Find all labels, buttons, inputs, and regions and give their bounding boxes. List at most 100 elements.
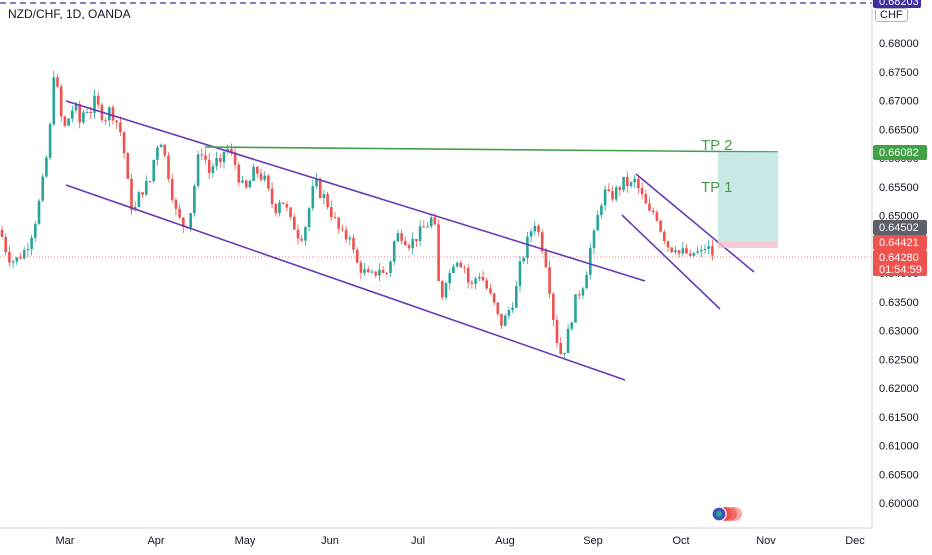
target-zone[interactable] <box>718 152 778 242</box>
candle-body <box>359 262 363 273</box>
candle-body <box>563 353 566 355</box>
last-price-text: 0.64280 <box>879 252 919 264</box>
candle-body <box>219 158 222 162</box>
candle-body <box>22 250 26 259</box>
candle-body <box>226 148 229 152</box>
candle-body <box>574 294 577 323</box>
time-tick-label: Jun <box>321 535 339 547</box>
countdown-text: 01:54:59 <box>879 264 922 276</box>
channel-upper-line[interactable] <box>65 100 646 282</box>
stop-zone[interactable] <box>718 242 778 248</box>
time-tick-label: Mar <box>56 535 75 547</box>
right-channel-lower-line[interactable] <box>621 214 721 310</box>
candle-body <box>418 226 422 242</box>
candle-body <box>648 203 651 211</box>
candle-body <box>322 194 326 198</box>
candle-body <box>600 205 603 216</box>
candle-body <box>89 111 93 114</box>
top-marker-text: 0.68203 <box>879 0 919 8</box>
candle-body <box>503 315 507 326</box>
candle-body <box>207 159 211 174</box>
candle-body <box>692 252 696 256</box>
news-stack-icon[interactable] <box>711 506 742 522</box>
candle-body <box>533 225 537 232</box>
candle-body <box>96 95 100 105</box>
candle-body <box>130 178 133 211</box>
candle-body <box>274 204 278 214</box>
price-tick-label: 0.66500 <box>879 124 919 136</box>
candle-body <box>663 231 666 242</box>
candle-body <box>248 180 252 188</box>
time-axis[interactable]: Mar Apr May Jun Jul Aug Sep Oct Nov Dec <box>56 535 866 547</box>
candle-body <box>59 86 63 117</box>
candle-body <box>552 293 555 321</box>
candle-body <box>515 285 518 308</box>
candle-body <box>200 154 204 156</box>
candle-body <box>681 248 685 254</box>
price-tick-label: 0.62500 <box>879 354 919 366</box>
top-marker-tag <box>873 0 921 8</box>
candle-body <box>304 227 307 241</box>
candle-body <box>296 229 300 239</box>
candle-body <box>400 233 403 241</box>
candle-body <box>614 187 618 200</box>
candle-body <box>222 151 226 162</box>
candle-body <box>211 166 215 174</box>
candle-body <box>241 180 244 183</box>
candle-body <box>485 280 488 289</box>
candle-body <box>330 207 333 218</box>
candle-body <box>415 238 418 242</box>
channel-lower-line[interactable] <box>65 184 626 381</box>
right-channel-upper-line[interactable] <box>635 173 755 273</box>
candle-body <box>193 185 196 214</box>
candle-body <box>163 144 167 156</box>
candle-body <box>422 226 426 228</box>
candle-body <box>278 202 281 214</box>
candle-body <box>544 251 548 268</box>
candle-body <box>441 281 444 298</box>
candle-body <box>182 217 185 227</box>
candle-body <box>293 216 296 230</box>
tp2-target-line[interactable] <box>204 146 779 153</box>
time-tick-label: Sep <box>583 535 603 547</box>
candle-body <box>474 278 477 284</box>
candle-body <box>26 249 30 251</box>
candle-body <box>318 178 322 198</box>
candle-body <box>511 307 514 311</box>
tp2-label: TP 2 <box>701 137 732 154</box>
candle-body <box>677 250 681 254</box>
price-tick-label: 0.61500 <box>879 412 919 424</box>
candle-body <box>696 251 699 253</box>
candle-body <box>518 261 522 286</box>
candle-body <box>333 217 337 219</box>
candle-body <box>348 237 352 240</box>
symbol-title[interactable]: NZD/CHF, 1D, OANDA <box>8 7 131 21</box>
candle-body <box>685 248 688 254</box>
candle-body <box>548 267 551 294</box>
currency-badge[interactable]: CHF <box>875 8 908 22</box>
candle-body <box>170 179 174 200</box>
candle-body <box>385 272 389 274</box>
candle-body <box>489 288 492 294</box>
time-tick-label: Apr <box>147 535 164 547</box>
candle-body <box>500 313 503 326</box>
candle-body <box>529 231 533 237</box>
candle-body <box>167 155 170 180</box>
candle-body <box>526 236 529 258</box>
candle-body <box>307 208 311 228</box>
candle-body <box>63 116 67 126</box>
candle-body <box>352 237 355 250</box>
candle-body <box>703 248 707 250</box>
candle-body <box>392 241 396 262</box>
candle-body <box>396 233 400 242</box>
price-tick-label: 0.68000 <box>879 38 919 50</box>
candle-body <box>618 187 622 191</box>
tp-level-tag <box>873 145 927 160</box>
candle-body <box>537 225 540 233</box>
candle-body <box>411 238 414 249</box>
candle-body <box>0 229 4 237</box>
candle-body <box>315 178 318 187</box>
candle-body <box>466 267 470 283</box>
